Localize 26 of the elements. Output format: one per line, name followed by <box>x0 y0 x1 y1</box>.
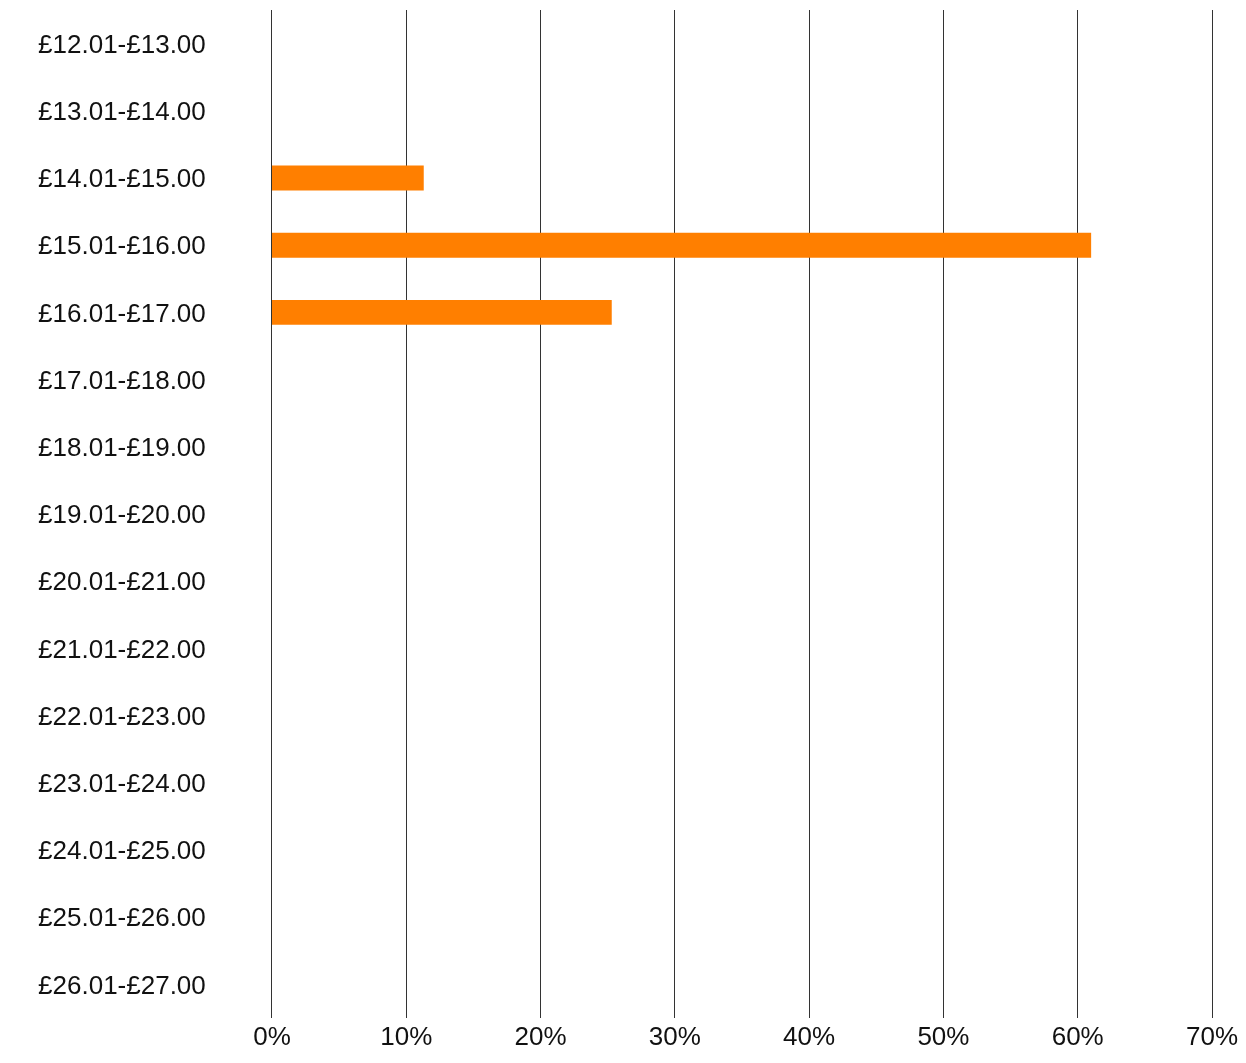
y-tick-label: £20.01-£21.00 <box>38 566 206 597</box>
x-tick-label: 30% <box>648 1021 701 1051</box>
x-tick-label: 10% <box>380 1021 433 1051</box>
y-tick-label: £14.01-£15.00 <box>38 163 206 194</box>
y-tick-label: £15.01-£16.00 <box>38 230 206 261</box>
bar <box>272 165 424 191</box>
y-tick-label: £24.01-£25.00 <box>38 835 206 866</box>
y-tick-label: £16.01-£17.00 <box>38 297 206 328</box>
y-tick-label: £23.01-£24.00 <box>38 767 206 798</box>
y-tick-label: £26.01-£27.00 <box>38 969 206 1000</box>
y-tick-label: £19.01-£20.00 <box>38 499 206 530</box>
bar <box>272 299 612 325</box>
y-tick-label: £13.01-£14.00 <box>38 95 206 126</box>
y-tick-label: £22.01-£23.00 <box>38 700 206 731</box>
y-tick-label: £18.01-£19.00 <box>38 431 206 462</box>
x-tick-label: 20% <box>514 1021 567 1051</box>
y-tick-label: £25.01-£26.00 <box>38 902 206 933</box>
y-tick-label: £17.01-£18.00 <box>38 364 206 395</box>
x-tick-label: 50% <box>917 1021 970 1051</box>
bar <box>272 232 1092 258</box>
x-tick-label: 0% <box>253 1021 291 1051</box>
x-tick-label: 40% <box>783 1021 836 1051</box>
x-tick-label: 60% <box>1051 1021 1104 1051</box>
y-tick-label: £12.01-£13.00 <box>38 28 206 59</box>
y-tick-label: £21.01-£22.00 <box>38 633 206 664</box>
x-tick-label: 70% <box>1185 1021 1239 1051</box>
